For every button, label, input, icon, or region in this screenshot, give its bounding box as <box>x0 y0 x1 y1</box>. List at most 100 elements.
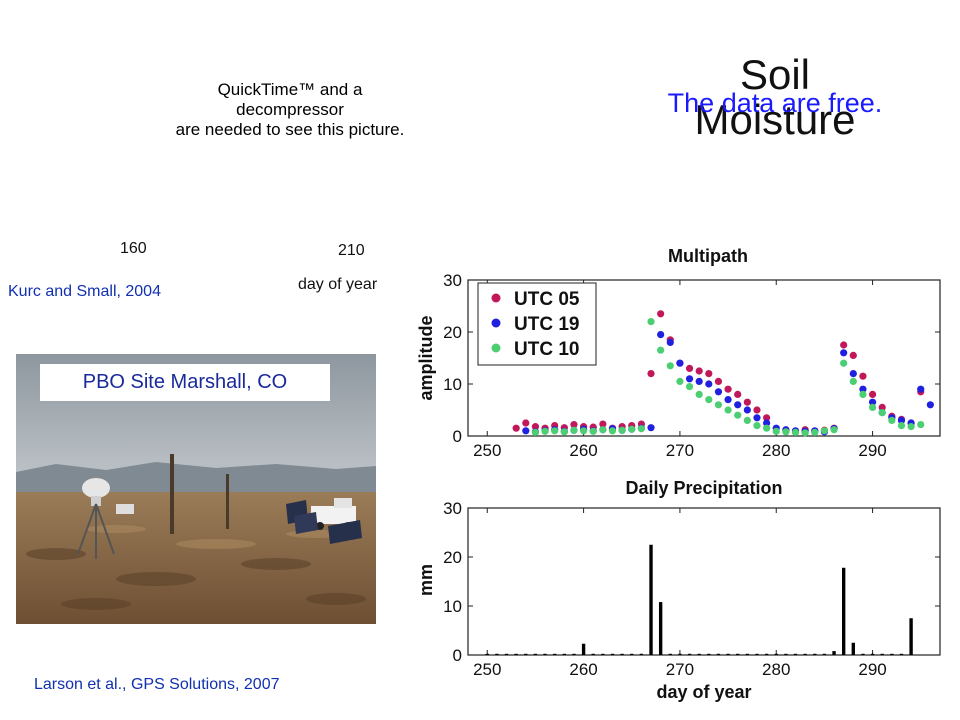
multipath-point <box>772 427 780 435</box>
precipitation-y-axis-label: mm <box>416 564 436 596</box>
multipath-point <box>849 370 857 378</box>
precipitation-bar <box>658 602 663 655</box>
multipath-point <box>724 396 732 404</box>
multipath-point <box>599 420 607 428</box>
multipath-point <box>753 414 761 422</box>
precipitation-chart-title: Daily Precipitation <box>625 478 782 498</box>
multipath-point <box>541 427 549 435</box>
precipitation-bar <box>880 653 884 655</box>
multipath-point <box>685 375 694 383</box>
multipath-point <box>522 419 530 427</box>
multipath-point <box>734 411 742 419</box>
precipitation-plot-frame <box>467 507 941 656</box>
precipitation-bar <box>524 653 528 655</box>
multipath-point <box>917 385 925 393</box>
multipath-point <box>676 359 684 367</box>
precipitation-bar <box>601 653 605 655</box>
multipath-point <box>878 403 886 411</box>
quicktime-line-3: are needed to see this picture. <box>175 120 405 139</box>
multipath-point <box>763 419 771 427</box>
multipath-point <box>705 370 713 378</box>
multipath-point <box>926 401 934 409</box>
multipath-point <box>868 398 877 406</box>
precipitation-bar <box>861 653 865 655</box>
multipath-point <box>570 420 578 429</box>
multipath-x-tick-label: 260 <box>569 441 597 460</box>
multipath-legend-label: UTC 05 <box>514 289 580 310</box>
left-tick-210: 210 <box>338 242 365 259</box>
multipath-point <box>888 416 896 424</box>
multipath-point <box>657 331 665 339</box>
multipath-point <box>753 406 761 414</box>
multipath-x-tick-label: 280 <box>762 441 790 460</box>
multipath-point <box>695 377 703 385</box>
multipath-y-tick-label: 10 <box>443 375 462 394</box>
precipitation-bar <box>764 653 769 655</box>
precipitation-bar <box>620 653 624 655</box>
multipath-point <box>628 425 636 433</box>
multipath-point <box>811 428 819 436</box>
precipitation-bar <box>813 653 817 655</box>
precipitation-bar <box>822 653 827 655</box>
multipath-point <box>647 370 655 378</box>
multipath-point <box>724 385 732 393</box>
multipath-y-tick-label: 30 <box>443 271 462 290</box>
multipath-point <box>849 377 857 385</box>
slide-title: Soil Moisture <box>660 52 890 142</box>
multipath-chart: Multipath amplitude 250 260 270 280 290 0 10 20… <box>416 246 941 460</box>
precipitation-y-tick-label: 0 <box>453 646 462 665</box>
multipath-point <box>512 424 520 432</box>
precipitation-x-tick-label: 250 <box>473 660 501 679</box>
multipath-point <box>753 422 761 430</box>
left-tick-160: 160 <box>120 240 147 257</box>
precipitation-bar <box>774 653 778 655</box>
multipath-point <box>560 428 568 436</box>
precipitation-x-tick-label: 270 <box>666 660 694 679</box>
precipitation-bar <box>899 653 904 655</box>
precipitation-chart: Daily Precipitation mm day of year 250 26… <box>416 478 941 702</box>
multipath-point <box>657 310 665 318</box>
precipitation-y-tick-label: 30 <box>443 499 462 518</box>
multipath-x-tick-label: 270 <box>666 441 694 460</box>
precipitation-bar <box>562 653 567 655</box>
precipitation-bar <box>726 653 730 655</box>
multipath-point <box>743 398 751 406</box>
multipath-point <box>743 406 751 414</box>
multipath-point <box>868 403 877 411</box>
precipitation-x-tick-label: 260 <box>569 660 597 679</box>
multipath-legend-marker <box>491 343 501 353</box>
multipath-point <box>599 426 607 434</box>
citation-larson: Larson et al., GPS Solutions, 2007 <box>34 676 280 693</box>
multipath-point <box>782 428 790 436</box>
precipitation-bar <box>736 653 740 655</box>
precipitation-y-tick-label: 20 <box>443 548 462 567</box>
multipath-point <box>666 362 674 370</box>
multipath-point <box>859 385 867 393</box>
multipath-chart-title: Multipath <box>668 246 748 266</box>
multipath-point <box>714 377 723 385</box>
precipitation-x-tick-label: 280 <box>762 660 790 679</box>
multipath-point <box>907 423 915 431</box>
multipath-point <box>897 422 906 430</box>
multipath-x-tick-label: 290 <box>858 441 886 460</box>
precipitation-bar <box>533 653 538 655</box>
multipath-legend-marker <box>491 318 501 328</box>
precipitation-bar <box>485 653 489 655</box>
multipath-y-axis-label: amplitude <box>416 315 436 400</box>
multipath-point <box>705 380 713 388</box>
multipath-point <box>830 426 838 434</box>
multipath-plot-frame <box>467 279 941 437</box>
precipitation-bar <box>803 653 807 655</box>
precipitation-bar <box>841 567 846 655</box>
multipath-point <box>878 409 886 417</box>
multipath-point <box>579 427 588 435</box>
solar-panels-illustration <box>286 500 362 544</box>
multipath-point <box>734 401 742 409</box>
slide-title-line-1: Soil <box>739 51 811 98</box>
multipath-point <box>801 429 809 437</box>
quicktime-placeholder: QuickTime™ and a decompressor are needed… <box>150 80 430 140</box>
multipath-point <box>868 390 877 398</box>
multipath-point <box>531 428 540 436</box>
multipath-point <box>570 426 578 434</box>
